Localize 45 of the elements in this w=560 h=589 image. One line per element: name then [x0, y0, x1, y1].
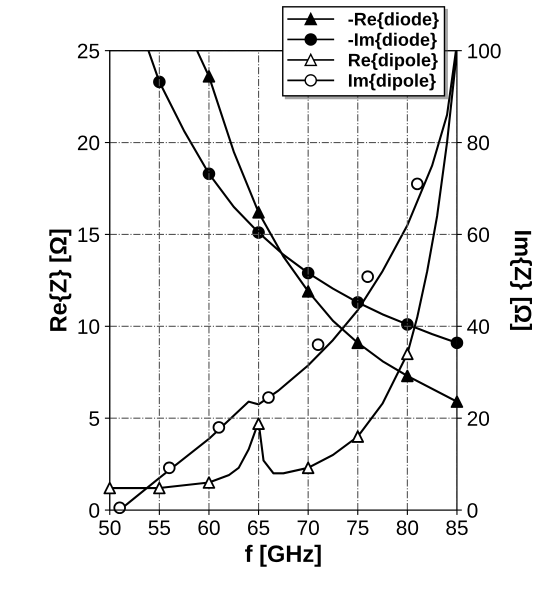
point — [302, 266, 314, 280]
legend-label: Re{dipole} — [348, 53, 438, 70]
y-tick-label: 0 — [89, 503, 100, 518]
y-tick-label: 5 — [89, 411, 100, 426]
point — [401, 348, 414, 360]
x-tick-label: 75 — [347, 520, 368, 536]
y-tick-label: 25 — [78, 44, 100, 58]
point — [351, 336, 364, 350]
y-tick-label: 10 — [78, 319, 100, 334]
y2-tick-label: 0 — [467, 503, 478, 518]
point — [202, 70, 216, 83]
y2-tick-label: 20 — [468, 411, 490, 426]
x-tick-label: 55 — [148, 520, 170, 536]
point — [252, 417, 265, 430]
point — [302, 285, 314, 298]
x-tick-label: 65 — [248, 520, 270, 536]
point — [450, 336, 464, 350]
point — [302, 462, 314, 474]
y2-tick-label: 100 — [468, 44, 501, 58]
x-tick-label: 50 — [99, 520, 121, 536]
x-tick-label: 85 — [446, 520, 468, 536]
y2-axis-title: Im{Z} [Ω] — [510, 231, 532, 330]
legend-label: Im{dipole} — [348, 74, 436, 90]
point — [450, 395, 464, 408]
point — [401, 370, 414, 382]
point — [351, 296, 364, 309]
point — [153, 76, 166, 88]
point — [153, 482, 166, 494]
point — [252, 206, 265, 219]
y-tick-label: 20 — [78, 136, 100, 150]
point — [103, 482, 116, 494]
point — [202, 476, 216, 489]
x-tick-label: 60 — [198, 520, 220, 536]
x-tick-label: 80 — [396, 520, 418, 536]
y-axis-title: Re{Z} [Ω] — [49, 230, 72, 331]
y2-tick-label: 40 — [467, 319, 490, 334]
y-tick-label: 15 — [78, 228, 100, 242]
x-tick-label: 70 — [298, 520, 319, 536]
x-axis-title: f [GHz] — [245, 544, 321, 567]
point — [202, 167, 216, 180]
point — [351, 430, 364, 443]
y2-tick-label: 80 — [468, 136, 490, 150]
legend-label: -Re{diode} — [348, 12, 439, 30]
y2-tick-label: 60 — [468, 227, 490, 242]
legend-label: -Im{diode} — [348, 32, 437, 50]
